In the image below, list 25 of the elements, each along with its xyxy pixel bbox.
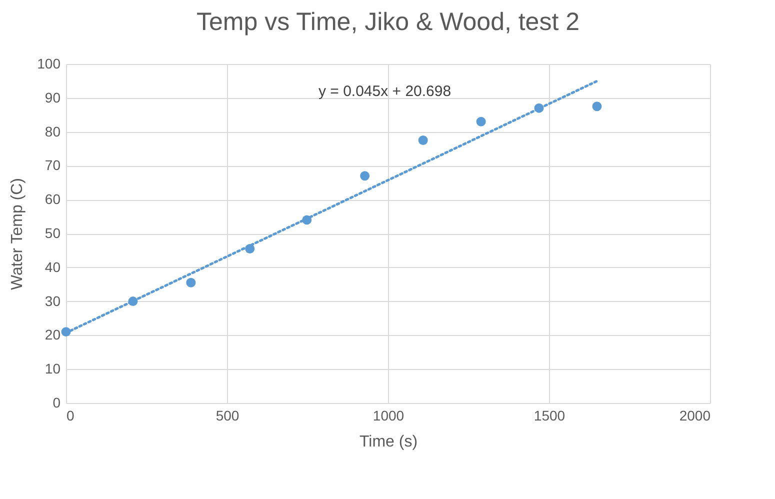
y-tick-label: 100	[37, 56, 61, 72]
x-tick-label: 0	[66, 408, 74, 424]
x-tick-label: 1000	[372, 408, 404, 424]
point	[592, 102, 602, 112]
annotation: y = 0.045x + 20.698	[318, 83, 452, 100]
chart-title: Temp vs Time, Jiko & Wood, test 2	[196, 8, 580, 36]
x-tick-label: 1500	[534, 408, 566, 424]
y-tick-label: 50	[44, 225, 61, 241]
x-axis-title: Time (s)	[359, 434, 418, 450]
y-tick-label: 60	[44, 191, 61, 208]
y-tick-label: 70	[44, 157, 61, 174]
y-tick-label: 90	[44, 89, 61, 106]
point	[418, 136, 428, 146]
y-tick-label: 80	[44, 123, 61, 140]
x-tick-label: 2000	[679, 408, 711, 424]
y-tick-label: 0	[52, 394, 61, 410]
point	[360, 171, 370, 181]
x-tick-label: 500	[216, 408, 240, 424]
y-tick-label: 20	[44, 326, 61, 343]
y-tick-label: 40	[44, 258, 61, 275]
y-axis-title: Water Temp (C)	[9, 178, 26, 290]
point	[476, 116, 486, 126]
y-tick-label: 30	[44, 292, 61, 309]
point	[186, 278, 196, 288]
y-tick-label: 10	[44, 360, 61, 377]
